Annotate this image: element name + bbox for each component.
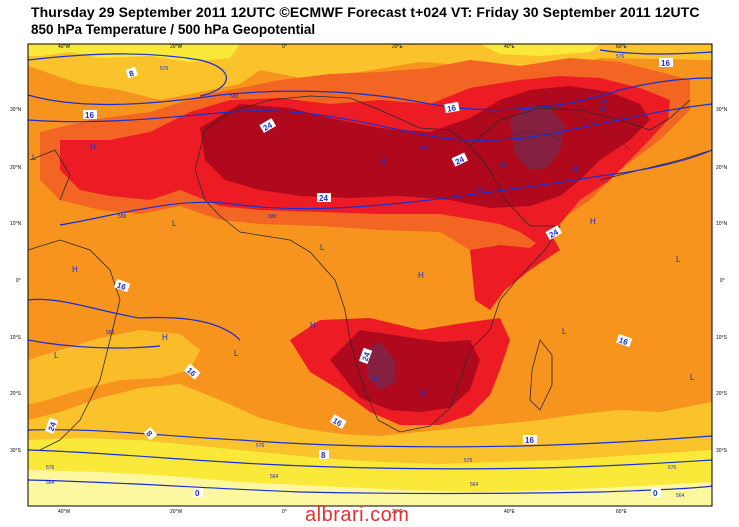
lon-tick-top: 20°W [170,44,183,50]
lat-tick-left: 30°N [10,107,22,113]
geopotential-label: 564 [470,482,479,488]
lat-tick-right: 10°S [716,335,728,341]
high-centre: H [590,217,596,226]
temp-label: 16 [446,103,457,114]
high-centre: H [90,143,96,152]
lat-tick-right: 30°N [716,107,728,113]
temp-label: 8 [128,69,136,79]
low-centre: L [320,243,325,252]
lat-tick-left: 0° [16,278,21,284]
geopotential-label: 564 [46,480,55,486]
lat-tick-left: 10°N [10,221,22,227]
lon-tick-bottom: 20°W [170,509,183,515]
pressure-centres: L L L L L L L L H H H H H H H H H H H H [32,105,695,398]
map-frame [27,43,713,507]
geopotential-label: 564 [270,474,279,480]
lon-tick-top: 40°E [504,44,516,50]
lat-ticks-left: 30°N 20°N 10°N 0° 10°S 20°S 30°S [10,107,22,454]
watermark-text: albrari.com [305,504,410,526]
geopotential-label: 588 [106,330,115,336]
low-centre: L [562,327,567,336]
map-title: Thursday 29 September 2011 12UTC ©ECMWF … [31,4,700,20]
high-centre: H [572,165,578,174]
lon-tick-bottom: 20°E [392,509,404,515]
lat-tick-left: 30°S [10,448,22,454]
high-centre: H [310,321,316,330]
temp-label: 0 [653,489,658,498]
lon-ticks-top: 40°W 20°W 0° 20°E 40°E 60°E [58,44,628,50]
temp-label: 24 [319,194,328,203]
lat-tick-right: 20°N [716,165,728,171]
geopotential-label: 576 [46,465,55,471]
temp-label: 8 [144,429,154,439]
low-centre: L [172,219,177,228]
lon-tick-top: 60°E [616,44,628,50]
high-centre: H [418,271,424,280]
geopotential-labels: 576 576 588 588 588 588 588 588 588 576 … [46,54,685,499]
lat-tick-right: 0° [720,278,725,284]
temp-label: 16 [525,436,534,445]
high-centre: H [380,157,386,166]
geopotential-label: 588 [600,100,609,106]
geopotential-label: 576 [668,465,677,471]
geopotential-label: 564 [676,493,685,499]
low-centre: L [690,373,695,382]
coastlines [28,95,712,451]
temp-label: 16 [661,59,670,68]
low-centre: L [32,153,37,162]
india-coast [599,149,712,181]
temperature-contours [469,104,631,151]
high-centre: H [372,375,378,384]
geopotential-label: 576 [256,443,265,449]
geopotential-label: 588 [476,188,485,194]
low-centre: L [676,255,681,264]
geopotential-label: 588 [118,214,127,220]
lat-tick-right: 10°N [716,221,728,227]
temp-label: 16 [618,336,630,348]
high-centre: H [600,105,606,114]
arabia-coast [469,99,691,147]
temp-label: 16 [85,111,94,120]
lon-tick-top: 20°E [392,44,404,50]
map-subtitle: 850 hPa Temperature / 500 hPa Geopotenti… [31,22,316,37]
madagascar-coast [529,339,553,411]
geopotential-contours [28,49,712,495]
low-centre: L [234,349,239,358]
lon-tick-top: 40°W [58,44,71,50]
high-centre: H [500,161,506,170]
temp-label: 24 [454,154,466,166]
lat-tick-left: 20°S [10,391,22,397]
high-centre: H [162,333,168,342]
lon-tick-bottom: 0° [282,509,287,515]
temperature-labels: 8 16 16 24 24 24 24 24 16 16 16 16 16 16… [44,58,673,498]
lat-tick-right: 30°S [716,448,728,454]
temp-label: 24 [47,420,59,432]
geopotential-label: 576 [160,66,169,72]
lon-tick-bottom: 40°E [504,509,516,515]
lat-tick-left: 10°S [10,335,22,341]
lon-tick-bottom: 60°E [616,509,628,515]
africa-coast [194,95,561,433]
high-centre: H [72,265,78,274]
temp-label: 0 [195,489,200,498]
low-centre: L [54,351,59,360]
lon-tick-bottom: 40°W [58,509,71,515]
geopotential-label: 576 [464,458,473,464]
geopotential-label: 588 [268,214,277,220]
lon-tick-top: 0° [282,44,287,50]
high-centre: H [420,389,426,398]
lat-tick-left: 20°N [10,165,22,171]
geopotential-label: 588 [420,146,429,152]
temp-label: 8 [321,451,326,460]
lon-ticks-bottom: 40°W 20°W 0° 20°E 40°E 60°E [58,509,628,515]
temp-label: 24 [361,350,373,362]
temp-label: 16 [116,281,128,293]
caribbean-coast [29,149,71,201]
lat-tick-right: 20°S [716,391,728,397]
geopotential-label: 588 [230,94,239,100]
geopotential-label: 576 [616,54,625,60]
lat-ticks-right: 30°N 20°N 10°N 0° 10°S 20°S 30°S [716,107,728,454]
